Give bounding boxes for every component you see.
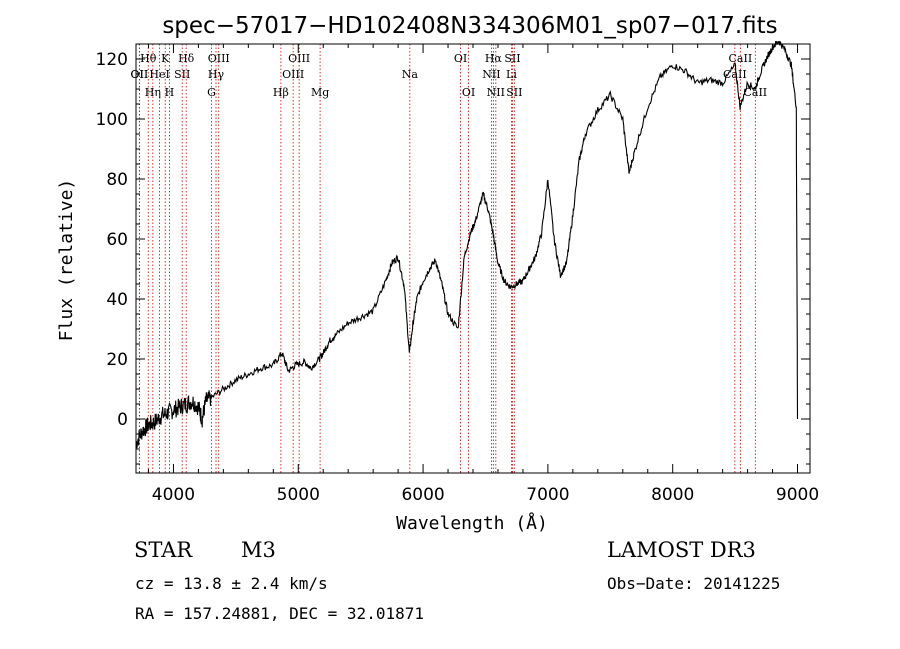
line-label-26: CaII (729, 52, 753, 65)
object-class: STAR (134, 538, 193, 562)
line-label-5: K (161, 52, 170, 65)
line-label-1: Hθ (140, 52, 157, 65)
y-tick-label-3: 60 (106, 230, 128, 250)
line-label-4: HeI (149, 68, 169, 81)
plot-frame (135, 43, 811, 474)
x-tick-label-5: 9000 (776, 485, 819, 505)
x-axis-label: Wavelength (Å) (396, 512, 548, 534)
line-label-13: OIII (282, 68, 304, 81)
line-label-25: CaII (723, 68, 747, 81)
x-tick-label-0: 4000 (152, 485, 195, 505)
line-label-10: Hγ (208, 68, 225, 81)
y-axis-ticks: 0 20 40 60 80 100 120 (96, 43, 810, 465)
spectrum-chart: spec−57017−HD102408N334306M01_sp07−017.f… (56, 13, 819, 534)
line-label-3: Hη (145, 86, 161, 99)
observation-date: Obs−Date: 20141225 (607, 574, 781, 593)
line-label-19: NII (482, 68, 500, 81)
spectral-line-labels: OⅠIHθOIIHηHeIKHSIIHδGHγOIIIHβOIIIOIIIMgN… (131, 52, 768, 99)
line-label-17: OI (454, 52, 467, 65)
line-label-23: Li (506, 68, 517, 81)
x-axis-ticks: 4000 5000 6000 7000 8000 9000 (147, 44, 819, 505)
spectral-line-markers (138, 44, 756, 473)
x-tick-label-3: 7000 (526, 485, 569, 505)
line-label-21: NII (487, 86, 505, 99)
y-tick-label-2: 40 (106, 290, 128, 310)
line-label-18: OI (462, 86, 475, 99)
line-label-8: Hδ (178, 52, 195, 65)
line-label-22: SII (504, 52, 520, 65)
line-label-6: H (165, 86, 175, 99)
survey-name: LAMOST DR3 (607, 538, 756, 562)
chart-title: spec−57017−HD102408N334306M01_sp07−017.f… (162, 13, 777, 39)
x-tick-label-1: 5000 (277, 485, 320, 505)
redshift-cz: cz = 13.8 ± 2.4 km/s (135, 574, 328, 593)
y-axis-label: Flux (relative) (56, 179, 77, 342)
y-tick-label-5: 100 (96, 110, 128, 130)
line-label-14: OIII (288, 52, 310, 65)
line-label-20: Hα (485, 52, 503, 65)
line-label-27: CaII (743, 86, 767, 99)
line-label-16: Na (402, 68, 419, 81)
ra-dec-coordinates: RA = 157.24881, DEC = 32.01871 (135, 604, 424, 623)
y-tick-label-6: 120 (96, 50, 128, 70)
line-label-15: Mg (311, 86, 329, 99)
line-label-7: SII (174, 68, 190, 81)
line-label-12: Hβ (273, 86, 289, 99)
y-tick-label-4: 80 (106, 170, 128, 190)
line-label-24: SII (506, 86, 522, 99)
line-label-11: OIII (208, 52, 230, 65)
x-tick-label-2: 6000 (401, 485, 444, 505)
x-tick-label-4: 8000 (651, 485, 694, 505)
line-label-9: G (207, 86, 216, 99)
y-tick-label-1: 20 (106, 350, 128, 370)
spectral-subclass: M3 (241, 538, 276, 562)
y-tick-label-0: 0 (117, 410, 128, 430)
spectrum-line (135, 40, 799, 449)
